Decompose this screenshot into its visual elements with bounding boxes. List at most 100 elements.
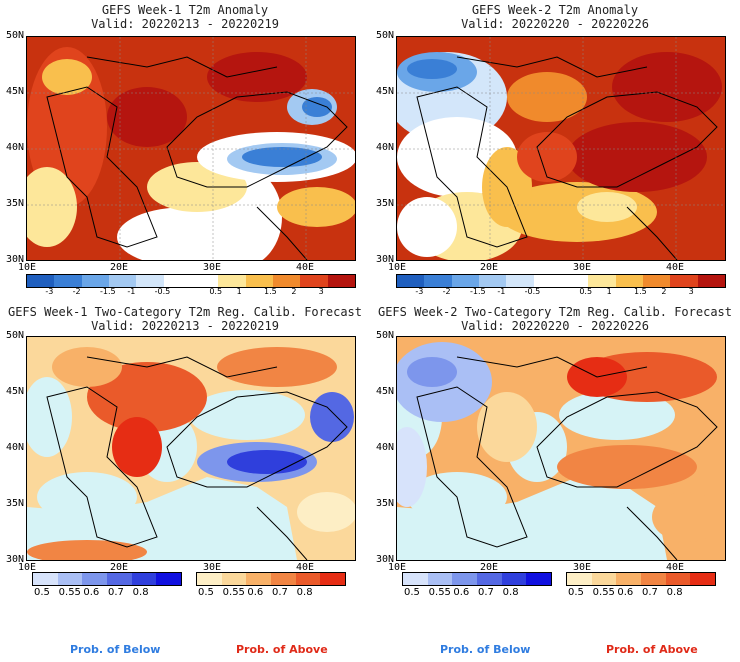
anomaly-map-svg	[27, 37, 355, 260]
lat-label: 45N	[375, 386, 394, 397]
lon-label: 30E	[203, 562, 222, 573]
colorbar-tick-label: 0.55	[592, 587, 615, 598]
colorbar-tick-label: -0.5	[154, 287, 171, 296]
lat-label: 45N	[5, 86, 24, 97]
anomaly-map	[26, 36, 356, 261]
colorbar-tick-label: 0.7	[108, 587, 124, 598]
colorbar-swatch	[665, 573, 691, 585]
lat-label: 40N	[5, 142, 24, 153]
prob-above-label: Prob. of Above	[236, 643, 328, 656]
lon-label: 20E	[480, 562, 499, 573]
panel-title: GEFS Week-1 Two-Category T2m Reg. Calib.…	[7, 305, 362, 319]
lon-label: 40E	[296, 562, 315, 573]
colorbar-swatch	[501, 573, 527, 585]
lat-label: 35N	[375, 198, 394, 209]
colorbar-tick-label: 3	[688, 287, 694, 296]
lat-label: 50N	[5, 30, 24, 41]
colorbar-swatch	[506, 275, 534, 287]
colorbar-swatch	[221, 573, 247, 585]
colorbar-swatch	[642, 275, 671, 287]
colorbar-swatch	[427, 573, 453, 585]
lat-label: 50N	[5, 330, 24, 341]
colorbar-tick-label: 0.5	[198, 587, 214, 598]
colorbar-swatch	[588, 275, 616, 287]
colorbar-swatch	[107, 573, 132, 585]
colorbar-swatch	[82, 573, 108, 585]
panel-week2-anomaly: GEFS Week-2 T2m Anomaly Valid: 20220220 …	[370, 0, 740, 300]
colorbar-swatch	[197, 573, 222, 585]
colorbar-tick-label: -3	[415, 287, 424, 296]
colorbar-tick-label: 0.7	[272, 587, 288, 598]
colorbar-swatch	[27, 275, 55, 287]
colorbar-tick-label: 0.5	[404, 587, 420, 598]
colorbar-tick-label: -2	[72, 287, 81, 296]
lat-label: 45N	[5, 386, 24, 397]
panel-title: GEFS Week-2 T2m Anomaly	[471, 3, 639, 17]
colorbar-swatch	[616, 573, 642, 585]
lat-label: 35N	[375, 498, 394, 509]
colorbar-tick-label: 0.55	[428, 587, 451, 598]
lon-label: 10E	[388, 562, 407, 573]
colorbar-swatch	[477, 573, 502, 585]
colorbar-swatch	[271, 573, 296, 585]
panel-title: GEFS Week-1 T2m Anomaly	[101, 3, 269, 17]
colorbar-tick-label: 0.55	[222, 587, 245, 598]
colorbar-swatch	[403, 573, 428, 585]
colorbar-swatch	[156, 573, 182, 585]
colorbar-swatch	[295, 573, 321, 585]
colorbar-swatch	[670, 275, 698, 287]
colorbar-swatch	[320, 573, 346, 585]
colorbar-tick-label: 2	[661, 287, 667, 296]
colorbar-tick-label: 0.8	[296, 587, 313, 598]
colorbar-swatch	[697, 275, 725, 287]
colorbar-swatch	[136, 275, 164, 287]
lon-label: 30E	[203, 262, 222, 273]
colorbar-swatch	[452, 573, 478, 585]
prob-below-colorbar	[402, 572, 552, 586]
colorbar-tick-label: -2	[442, 287, 451, 296]
lon-label: 10E	[388, 262, 407, 273]
colorbar-swatch	[591, 573, 617, 585]
lat-label: 30N	[375, 554, 394, 565]
anomaly-colorbar	[26, 274, 356, 288]
colorbar-tick-label: 0.6	[247, 587, 264, 598]
colorbar-swatch	[57, 573, 83, 585]
lat-label: 35N	[5, 198, 24, 209]
lon-label: 10E	[18, 562, 37, 573]
colorbar-tick-label: -0.5	[524, 287, 541, 296]
lon-label: 20E	[480, 262, 499, 273]
lat-label: 50N	[375, 330, 394, 341]
panel-subtitle: Valid: 20220213 - 20220219	[91, 319, 279, 333]
colorbar-tick-label: 0.7	[478, 587, 494, 598]
colorbar-swatch	[81, 275, 109, 287]
colorbar-tick-label: 1	[606, 287, 612, 296]
colorbar-swatch	[424, 275, 452, 287]
lon-label: 20E	[110, 562, 129, 573]
colorbar-tick-label: -1.5	[100, 287, 116, 296]
prob-above-label: Prob. of Above	[606, 643, 698, 656]
lat-label: 45N	[375, 86, 394, 97]
colorbar-tick-label: -3	[45, 287, 54, 296]
prob-above-colorbar	[566, 572, 716, 586]
prob-below-label: Prob. of Below	[440, 643, 531, 656]
colorbar-swatch	[272, 275, 301, 287]
colorbar-tick-label: 0.8	[132, 587, 149, 598]
anomaly-map	[396, 36, 726, 261]
colorbar-swatch	[300, 275, 328, 287]
lat-label: 50N	[375, 30, 394, 41]
colorbar-swatch	[641, 573, 666, 585]
panel-title: GEFS Week-2 Two-Category T2m Reg. Calib.…	[377, 305, 732, 319]
colorbar-swatch	[526, 573, 552, 585]
colorbar-tick-label: 1	[236, 287, 242, 296]
lon-label: 40E	[296, 262, 315, 273]
colorbar-tick-label: 3	[318, 287, 324, 296]
colorbar-swatch	[163, 275, 191, 287]
prob-below-colorbar	[32, 572, 182, 586]
lon-label: 30E	[573, 262, 592, 273]
lon-label: 20E	[110, 262, 129, 273]
panel-week2-probability: GEFS Week-2 Two-Category T2m Reg. Calib.…	[370, 300, 740, 662]
colorbar-swatch	[33, 573, 58, 585]
probability-map	[26, 336, 356, 561]
lat-label: 40N	[375, 142, 394, 153]
colorbar-tick-label: 0.6	[453, 587, 470, 598]
